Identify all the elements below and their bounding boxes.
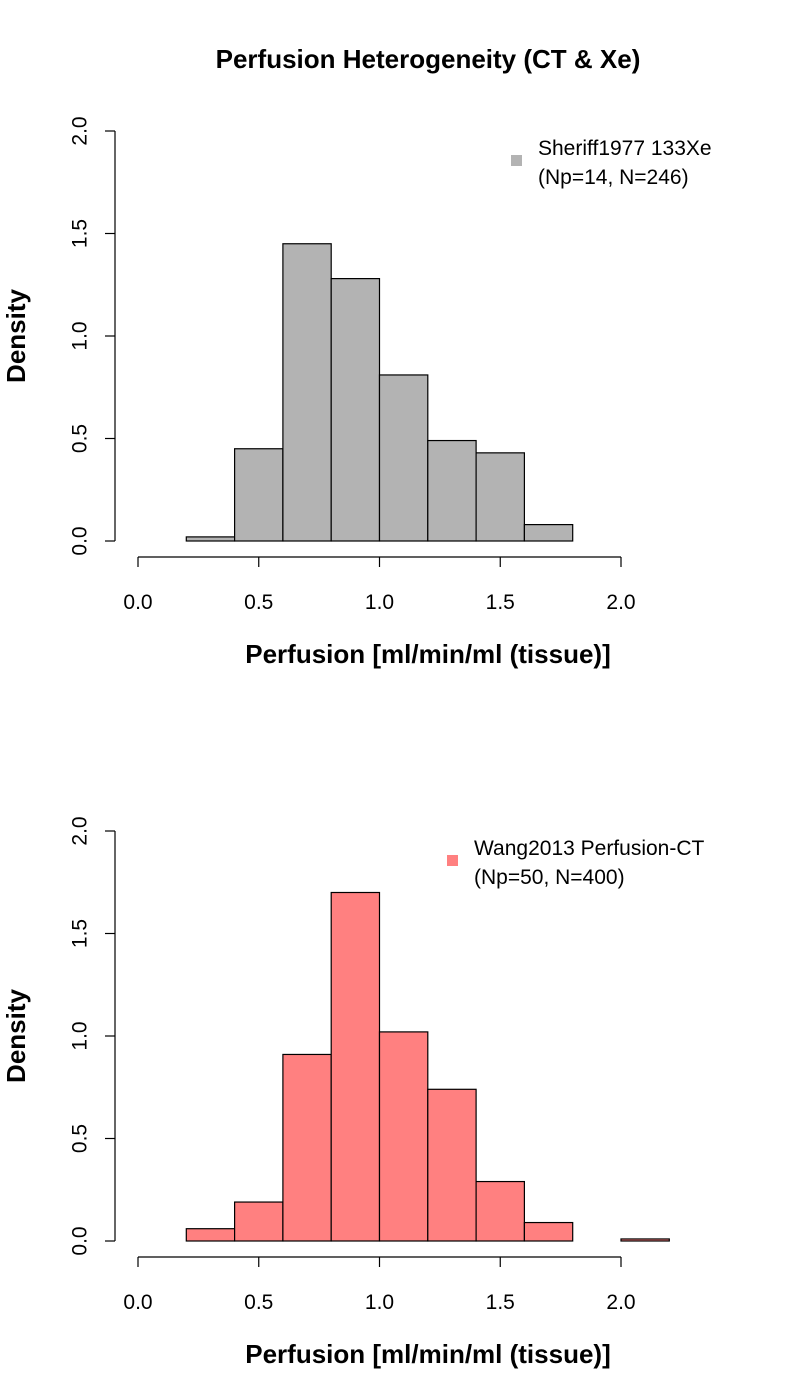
bars-group xyxy=(185,243,574,542)
histogram-bar xyxy=(620,1238,670,1242)
y-axis: 0.0 0.5 1.0 1.5 2.0 xyxy=(68,116,116,556)
y-tick-label: 0.5 xyxy=(68,424,91,453)
histogram-bar xyxy=(330,278,381,542)
y-tick-label: 1.5 xyxy=(68,219,91,248)
histogram-bar xyxy=(523,1221,574,1242)
histogram-panel-xe: 0.0 0.5 1.0 1.5 2.0 0.0 0.5 1.0 1.5 2.0 Perfusio… xyxy=(1,116,712,669)
legend-label-line1: Wang2013 Perfusion-CT xyxy=(474,837,705,860)
y-tick-label: 0.5 xyxy=(68,1124,91,1153)
x-tick-label: 1.0 xyxy=(365,591,394,614)
x-ticks: 0.0 0.5 1.0 1.5 2.0 xyxy=(123,1257,636,1314)
histogram-bar xyxy=(234,448,284,542)
x-tick-label: 0.5 xyxy=(244,591,273,614)
legend: Wang2013 Perfusion-CT (Np=50, N=400) xyxy=(447,837,705,889)
x-tick-label: 1.0 xyxy=(365,1291,394,1314)
x-tick-label: 2.0 xyxy=(606,591,635,614)
x-tick-label: 2.0 xyxy=(606,1291,635,1314)
y-ticks: 0.0 0.5 1.0 1.5 2.0 xyxy=(68,116,115,556)
histogram-bar xyxy=(185,536,236,542)
y-axis-title: Density xyxy=(1,289,31,383)
histogram-bar xyxy=(378,1031,429,1242)
x-axis: 0.0 0.5 1.0 1.5 2.0 xyxy=(123,556,636,614)
y-tick-label: 0.0 xyxy=(68,526,91,555)
histogram-bar xyxy=(234,1201,284,1242)
y-tick-label: 1.0 xyxy=(68,321,91,350)
y-tick-label: 1.0 xyxy=(68,1021,91,1050)
histogram-bar xyxy=(378,374,429,542)
y-tick-label: 0.0 xyxy=(68,1226,91,1255)
histogram-bar xyxy=(282,1053,332,1242)
legend-label-line1: Sheriff1977 133Xe xyxy=(538,137,712,160)
chart-title: Perfusion Heterogeneity (CT & Xe) xyxy=(216,44,641,74)
x-tick-label: 0.5 xyxy=(244,1291,273,1314)
histogram-bar xyxy=(475,452,526,542)
x-axis-title: Perfusion [ml/min/ml (tissue)] xyxy=(245,639,611,669)
histogram-bar xyxy=(475,1180,526,1242)
bars-group xyxy=(185,891,670,1242)
y-tick-label: 2.0 xyxy=(68,816,91,845)
x-axis-title: Perfusion [ml/min/ml (tissue)] xyxy=(245,1339,611,1369)
histogram-bar xyxy=(427,1088,477,1242)
legend-label-line2: (Np=14, N=246) xyxy=(538,166,689,189)
legend-label-line2: (Np=50, N=400) xyxy=(474,866,625,889)
x-axis: 0.0 0.5 1.0 1.5 2.0 xyxy=(123,1256,636,1314)
histogram-bar xyxy=(185,1228,236,1242)
histogram-bar xyxy=(427,439,477,542)
histogram-bar xyxy=(523,523,574,542)
histogram-bar xyxy=(282,243,332,542)
y-ticks: 0.0 0.5 1.0 1.5 2.0 xyxy=(68,816,115,1256)
x-tick-label: 1.5 xyxy=(486,591,515,614)
legend-swatch xyxy=(447,855,458,866)
histogram-panel-ct: 0.0 0.5 1.0 1.5 2.0 0.0 0.5 1.0 1.5 2.0 Perfusio… xyxy=(1,816,705,1369)
x-tick-label: 0.0 xyxy=(123,1291,152,1314)
x-ticks: 0.0 0.5 1.0 1.5 2.0 xyxy=(123,557,636,614)
y-axis-title: Density xyxy=(1,989,31,1083)
x-tick-label: 1.5 xyxy=(486,1291,515,1314)
legend-swatch xyxy=(511,155,522,166)
x-tick-label: 0.0 xyxy=(123,591,152,614)
y-tick-label: 1.5 xyxy=(68,919,91,948)
y-tick-label: 2.0 xyxy=(68,116,91,145)
y-axis: 0.0 0.5 1.0 1.5 2.0 xyxy=(68,816,116,1256)
histogram-bar xyxy=(330,891,381,1242)
legend: Sheriff1977 133Xe (Np=14, N=246) xyxy=(511,137,712,189)
